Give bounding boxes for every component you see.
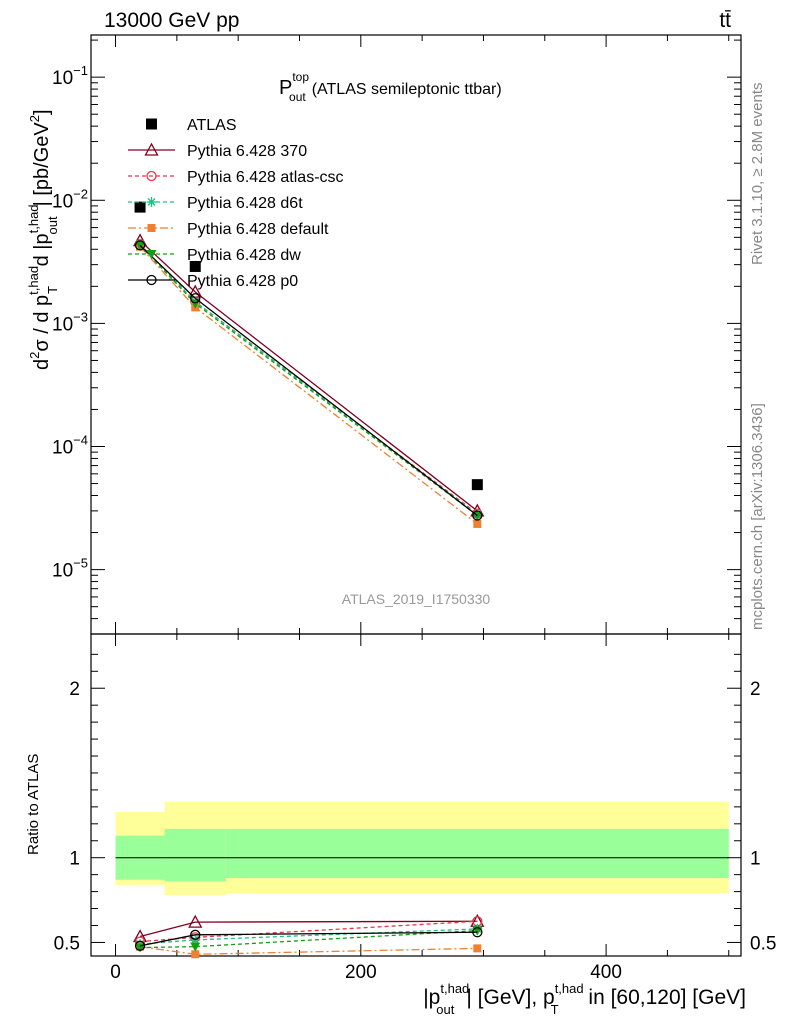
- legend-label-data: ATLAS: [187, 117, 237, 134]
- main-plot: 10−5 10−4 10−3 10−2 10−1: [52, 34, 742, 956]
- ratio-point-0: [188, 914, 203, 928]
- collision-label: 13000 GeV pp: [104, 9, 239, 32]
- title-main: P: [279, 77, 292, 99]
- series-point-5: [190, 293, 201, 304]
- series-point-5: [472, 510, 483, 521]
- title-sub: out: [289, 90, 306, 104]
- ratio-axis-label: Ratio to ATLAS: [25, 754, 42, 855]
- y-tick-label: 10−5: [52, 556, 88, 582]
- y-tick-label: 10−4: [52, 433, 88, 459]
- legend: ATLAS Pythia 6.428 370 Pythia 6.428 atlas-…: [128, 117, 344, 290]
- legend-label-0: Pythia 6.428 370: [187, 143, 307, 160]
- legend-marker-1: [146, 170, 157, 182]
- series-line-5: [139, 244, 478, 517]
- data-point: [471, 479, 483, 491]
- ratio-tick-label-right: 0.5: [750, 933, 776, 954]
- ratio-line-0: [139, 920, 478, 938]
- ratio-point-5: [190, 929, 201, 940]
- legend-label-1: Pythia 6.428 atlas-csc: [187, 169, 344, 186]
- ratio-point-3: [473, 944, 482, 953]
- mcplots-label: mcplots.cern.ch [arXiv:1306.3436]: [749, 403, 766, 630]
- ratio-point-3: [191, 950, 200, 959]
- uncertainty-band-inner: [164, 828, 226, 882]
- x-tick-label: 400: [590, 962, 622, 983]
- ratio-tick-label: 0.5: [54, 933, 80, 954]
- plot-title: Ptop out (ATLAS semileptonic ttbar): [279, 70, 502, 104]
- legend-label-2: Pythia 6.428 d6t: [187, 195, 303, 212]
- ratio-tick-label: 1: [69, 849, 80, 870]
- legend-marker-5: [146, 274, 157, 286]
- legend-label-5: Pythia 6.428 p0: [187, 273, 298, 290]
- ratio-tick-label: 2: [69, 679, 80, 700]
- legend-marker-3: [147, 224, 156, 232]
- uncertainty-band-inner: [225, 828, 729, 879]
- legend-label-3: Pythia 6.428 default: [187, 221, 329, 238]
- y-tick-label: 10−1: [52, 63, 88, 89]
- title-rest: (ATLAS semileptonic ttbar): [312, 81, 502, 98]
- legend-marker-data: [146, 118, 157, 130]
- series-line-0: [139, 240, 478, 512]
- data-point: [134, 201, 146, 213]
- ratio-point-5: [472, 927, 483, 938]
- title-sup: top: [292, 70, 309, 84]
- y-axis-label: d2σ / d pt,had T d |pt,had out| [pb/GeV2]: [26, 109, 60, 370]
- ratio-tick-label-right: 1: [750, 849, 761, 870]
- x-tick-label: 0: [110, 962, 121, 983]
- analysis-watermark: ATLAS_2019_I1750330: [342, 591, 491, 607]
- series-point-5: [134, 240, 146, 251]
- ratio-line-5: [139, 931, 478, 947]
- ratio-frame: [90, 633, 742, 957]
- y-tick-label: 10−2: [52, 186, 88, 212]
- ratio-tick-label-right: 2: [750, 679, 761, 700]
- x-axis-label: |pt,had out| [GeV], pt,had T in [60,120] […: [423, 981, 746, 1017]
- data-point: [189, 260, 201, 272]
- legend-label-4: Pythia 6.428 dw: [187, 247, 301, 264]
- ratio-point-5: [134, 940, 146, 951]
- ratio-point-4: [190, 942, 201, 952]
- x-tick-label: 200: [345, 962, 377, 983]
- ratio-line-3: [139, 946, 478, 955]
- process-label: tt̄: [719, 9, 731, 32]
- legend-marker-0: [144, 142, 159, 156]
- y-tick-label: 10−3: [52, 309, 88, 335]
- series-point-3: [473, 519, 482, 528]
- rivet-label: Rivet 3.1.10, ≥ 2.8M events: [749, 83, 766, 266]
- legend-marker-4: [146, 250, 157, 259]
- legend-marker-2: [146, 197, 157, 207]
- ratio-plot: 0 200 400 0.5 0.5 1 1 2 2: [54, 633, 776, 983]
